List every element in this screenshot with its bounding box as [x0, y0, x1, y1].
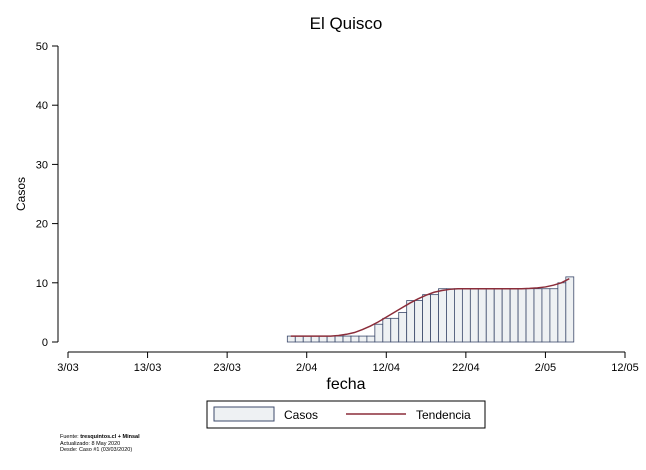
bar — [446, 288, 455, 343]
x-tick-label: 12/04 — [373, 362, 401, 374]
legend-swatch-casos — [213, 406, 275, 422]
bar — [406, 300, 416, 343]
bar — [294, 335, 304, 343]
bar — [565, 276, 575, 343]
y-ticks: 0 10 20 30 40 50 — [36, 41, 58, 349]
x-tick-label: 3/03 — [57, 362, 78, 374]
bar — [430, 294, 439, 343]
bar — [286, 335, 296, 343]
bar — [390, 317, 400, 343]
bar — [438, 288, 447, 343]
y-tick-label: 40 — [36, 100, 48, 112]
bar — [334, 335, 344, 343]
bar — [366, 335, 376, 343]
x-tick-label: 22/04 — [452, 362, 480, 374]
trend-line — [290, 277, 570, 337]
y-axis-label: Casos — [14, 177, 28, 211]
bar — [525, 288, 535, 343]
y-tick-label: 50 — [36, 41, 48, 53]
bar — [422, 294, 431, 343]
bar — [541, 288, 551, 343]
bar — [477, 288, 487, 343]
bar — [358, 335, 368, 343]
bar — [342, 335, 352, 343]
bar — [557, 282, 567, 343]
y-tick-label: 0 — [42, 337, 48, 349]
bar — [350, 335, 360, 343]
bar — [374, 323, 384, 343]
source-name: tresquintos.cl + Minsal — [80, 434, 140, 440]
updated-note: Actualizado: 8 May 2020 — [60, 440, 121, 447]
x-tick-label: 2/05 — [535, 362, 556, 374]
bar — [469, 288, 479, 343]
bar — [382, 317, 392, 343]
bar — [326, 335, 336, 343]
since-note: Desde: Caso #1 (03/03/2020) — [60, 447, 133, 453]
bar — [461, 288, 471, 343]
bar — [310, 335, 320, 343]
bar — [302, 335, 312, 343]
bar — [533, 288, 543, 343]
x-tick-label: 23/03 — [213, 362, 241, 374]
legend-label-tendencia: Tendencia — [416, 408, 471, 422]
trend-series — [290, 277, 570, 337]
bar — [549, 288, 559, 343]
bar — [414, 300, 424, 343]
bar — [517, 288, 527, 343]
x-tick-label: 13/03 — [134, 362, 162, 374]
bar — [398, 311, 408, 343]
bar — [509, 288, 519, 343]
bar — [493, 288, 503, 343]
x-ticks: 3/03 13/03 23/03 2/04 12/04 22/04 2/05 12/05 — [57, 352, 639, 374]
chart-title: El Quisco — [310, 14, 383, 33]
legend-label-casos: Casos — [284, 408, 318, 422]
y-tick-label: 30 — [36, 159, 48, 171]
bar — [454, 288, 463, 343]
y-tick-label: 20 — [36, 219, 48, 231]
y-tick-label: 10 — [36, 278, 48, 290]
source-prefix: Fuente: — [60, 434, 81, 440]
x-tick-label: 12/05 — [611, 362, 639, 374]
bar — [318, 335, 328, 343]
bar-series — [286, 276, 575, 343]
x-tick-label: 2/04 — [296, 362, 317, 374]
x-axis-label: fecha — [326, 376, 365, 393]
bar — [485, 288, 495, 343]
source-note: Fuente: tresquintos.cl + Minsal Actualiz… — [60, 434, 140, 454]
bar — [501, 288, 511, 343]
